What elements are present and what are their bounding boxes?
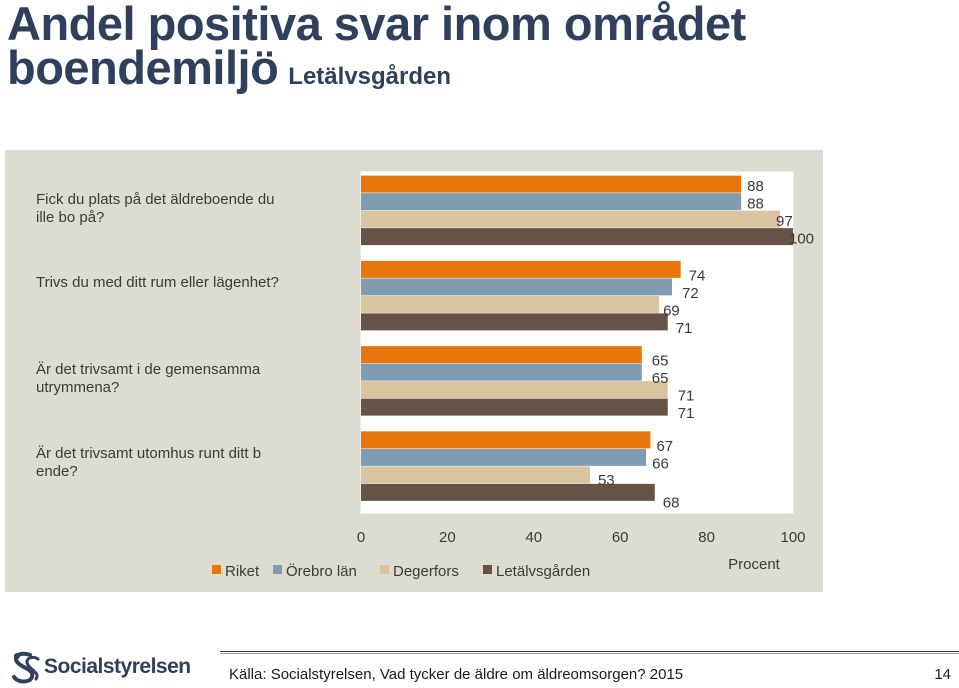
category-label-2: Trivs du med ditt rum eller lägenhet? — [36, 274, 279, 291]
category-label-line: Är det trivsamt utomhus runt ditt b — [36, 445, 261, 462]
bar-let-lvsg-rden-2 — [361, 313, 668, 331]
legend-swatch-1 — [212, 565, 221, 574]
data-label-degerfors-4: 53 — [598, 472, 615, 489]
category-label-line: Är det trivsamt i de gemensamma — [36, 361, 261, 378]
bar--rebro-l-n-2 — [361, 278, 673, 296]
data-label-riket-1: 88 — [747, 178, 764, 195]
x-tick-60: 60 — [612, 529, 629, 546]
legend-swatch-4 — [483, 565, 492, 574]
logo-wordmark: Socialstyrelsen — [44, 655, 191, 678]
socialstyrelsen-logo: Socialstyrelsen — [8, 647, 191, 687]
legend-label-1: Riket — [225, 563, 260, 580]
bar-riket-1 — [361, 175, 742, 193]
bar-degerfors-1 — [361, 210, 781, 228]
legend-label-4: Letälvsgården — [496, 563, 590, 580]
data-label--rebro-l-n-3: 65 — [652, 370, 669, 387]
data-label-riket-2: 74 — [689, 267, 706, 284]
data-label-let-lvsg-rden-1: 100 — [789, 231, 814, 248]
source-note: Källa: Socialstyrelsen, Vad tycker de äl… — [229, 666, 684, 683]
footer-divider-secondary — [220, 653, 959, 654]
data-label-degerfors-2: 69 — [663, 302, 680, 319]
page-subtitle: Letälvsgården — [288, 63, 452, 90]
x-tick-100: 100 — [780, 529, 805, 546]
data-label-riket-3: 65 — [652, 353, 669, 370]
data-label--rebro-l-n-1: 88 — [747, 196, 764, 213]
data-label-let-lvsg-rden-3: 71 — [678, 405, 695, 422]
category-label-line: utrymmena? — [36, 379, 119, 396]
footer-divider — [220, 651, 959, 652]
category-label-3: Är det trivsamt i de gemensamma utrymmena… — [36, 361, 261, 396]
bar-let-lvsg-rden-1 — [361, 228, 793, 246]
bar-riket-3 — [361, 346, 642, 364]
socialstyrelsen-logo-icon — [12, 651, 40, 684]
page-title: Andel positiva svar inom området boendem… — [7, 0, 907, 99]
data-label--rebro-l-n-4: 66 — [652, 455, 669, 472]
legend-swatch-3 — [380, 565, 389, 574]
legend-swatch-2 — [273, 565, 282, 574]
bar-riket-2 — [361, 260, 681, 278]
bar-degerfors-3 — [361, 381, 668, 399]
bar--rebro-l-n-1 — [361, 193, 742, 211]
bar-degerfors-2 — [361, 295, 660, 313]
data-label-riket-4: 67 — [656, 438, 673, 455]
bar-let-lvsg-rden-4 — [361, 483, 655, 501]
x-tick-40: 40 — [525, 529, 542, 546]
bar-let-lvsg-rden-3 — [361, 398, 668, 416]
bar--rebro-l-n-4 — [361, 448, 647, 466]
page-number: 14 — [934, 666, 951, 683]
x-axis-label: Procent — [728, 556, 781, 573]
category-label-line: ende? — [36, 463, 78, 480]
page-title-main: Andel positiva svar inom området boendem… — [7, 0, 746, 94]
x-tick-0: 0 — [357, 529, 365, 546]
data-label-degerfors-3: 71 — [678, 388, 695, 405]
category-label-line: Trivs du med ditt rum eller lägenhet? — [36, 274, 279, 291]
x-tick-80: 80 — [698, 529, 715, 546]
data-label--rebro-l-n-2: 72 — [682, 285, 699, 302]
bar-riket-4 — [361, 431, 651, 449]
category-label-line: Fick du plats på det äldreboende du — [36, 191, 279, 208]
legend-label-2: Örebro län — [286, 562, 357, 580]
bar--rebro-l-n-3 — [361, 363, 642, 381]
data-label-let-lvsg-rden-4: 68 — [663, 494, 680, 511]
category-label-line: ille bo på? — [36, 209, 104, 226]
category-label-1: Fick du plats på det äldreboende du ille… — [36, 191, 279, 226]
x-tick-20: 20 — [439, 529, 456, 546]
legend-label-3: Degerfors — [393, 563, 459, 580]
data-label-let-lvsg-rden-2: 71 — [676, 320, 693, 337]
bar-degerfors-4 — [361, 466, 590, 484]
category-label-4: Är det trivsamt utomhus runt ditt b ende? — [36, 445, 261, 480]
data-label-degerfors-1: 97 — [776, 213, 793, 230]
